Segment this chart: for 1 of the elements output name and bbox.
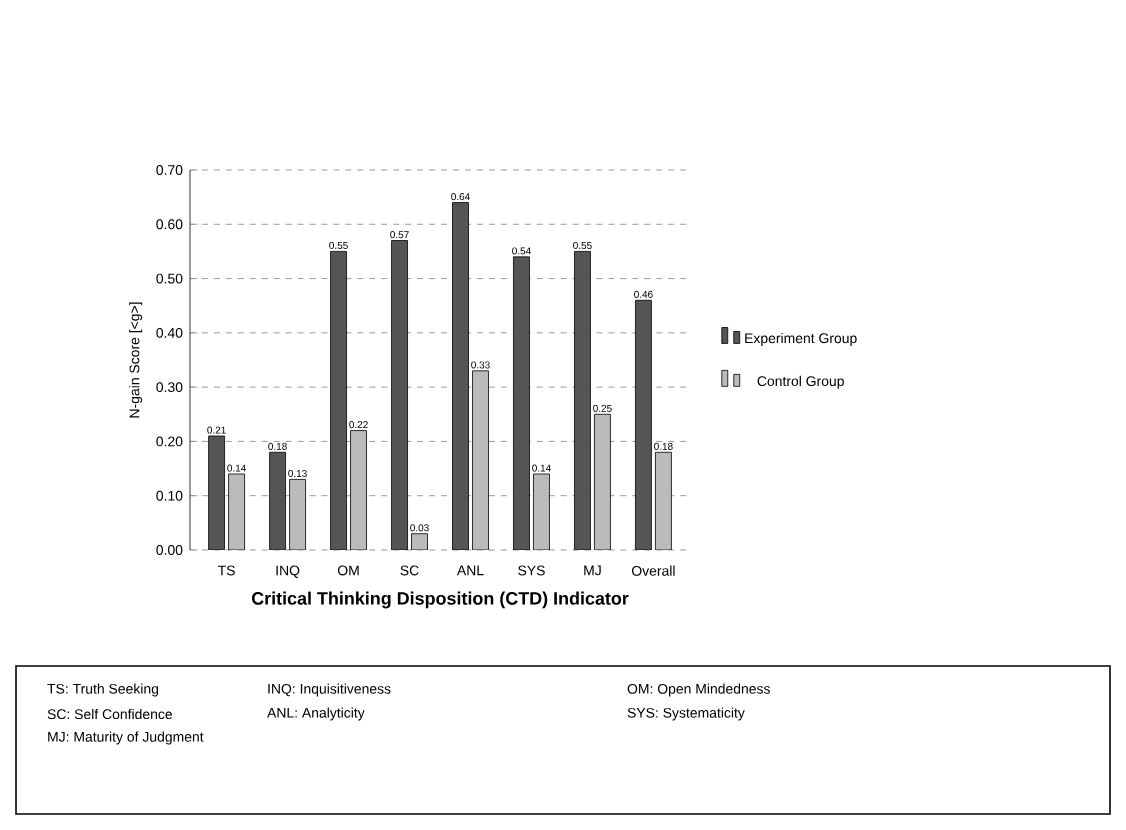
- x-axis-title: Critical Thinking Disposition (CTD) Indicator: [251, 591, 629, 609]
